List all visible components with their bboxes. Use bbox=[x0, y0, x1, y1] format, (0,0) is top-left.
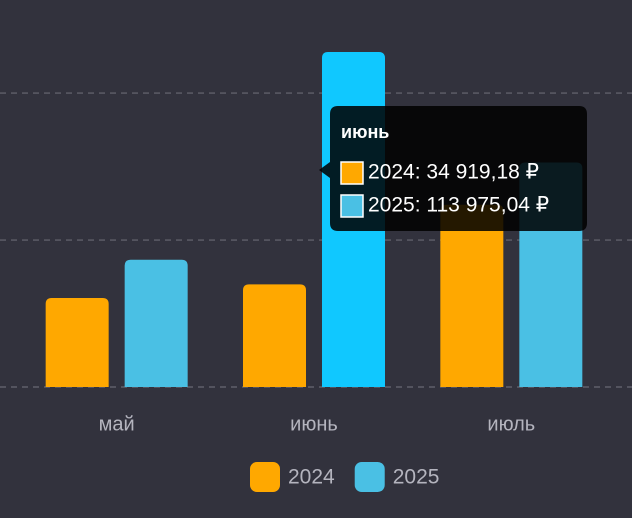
legend-swatch bbox=[250, 462, 280, 492]
legend-label: 2025 bbox=[393, 466, 440, 489]
bar bbox=[440, 204, 504, 387]
tooltip-value: 2025: 113 975,04 ₽ bbox=[368, 194, 549, 217]
bar bbox=[45, 297, 109, 387]
tooltip-swatch bbox=[340, 194, 364, 218]
legend-swatch bbox=[354, 462, 385, 492]
tooltip-value: 2024: 34 919,18 ₽ bbox=[368, 161, 539, 184]
x-tick-label: май bbox=[99, 413, 135, 435]
tooltip-box bbox=[319, 106, 587, 231]
x-tick-label: июнь bbox=[290, 413, 338, 435]
tooltip-swatch bbox=[340, 161, 364, 185]
bar bbox=[243, 284, 306, 387]
x-tick-label: июль bbox=[487, 413, 535, 435]
tooltip: июнь 2024: 34 919,18 ₽ 2025: 113 975,04 ₽ bbox=[319, 106, 587, 231]
bar bbox=[124, 259, 188, 387]
legend-label: 2024 bbox=[288, 466, 335, 489]
tooltip-title: июнь bbox=[341, 122, 389, 142]
